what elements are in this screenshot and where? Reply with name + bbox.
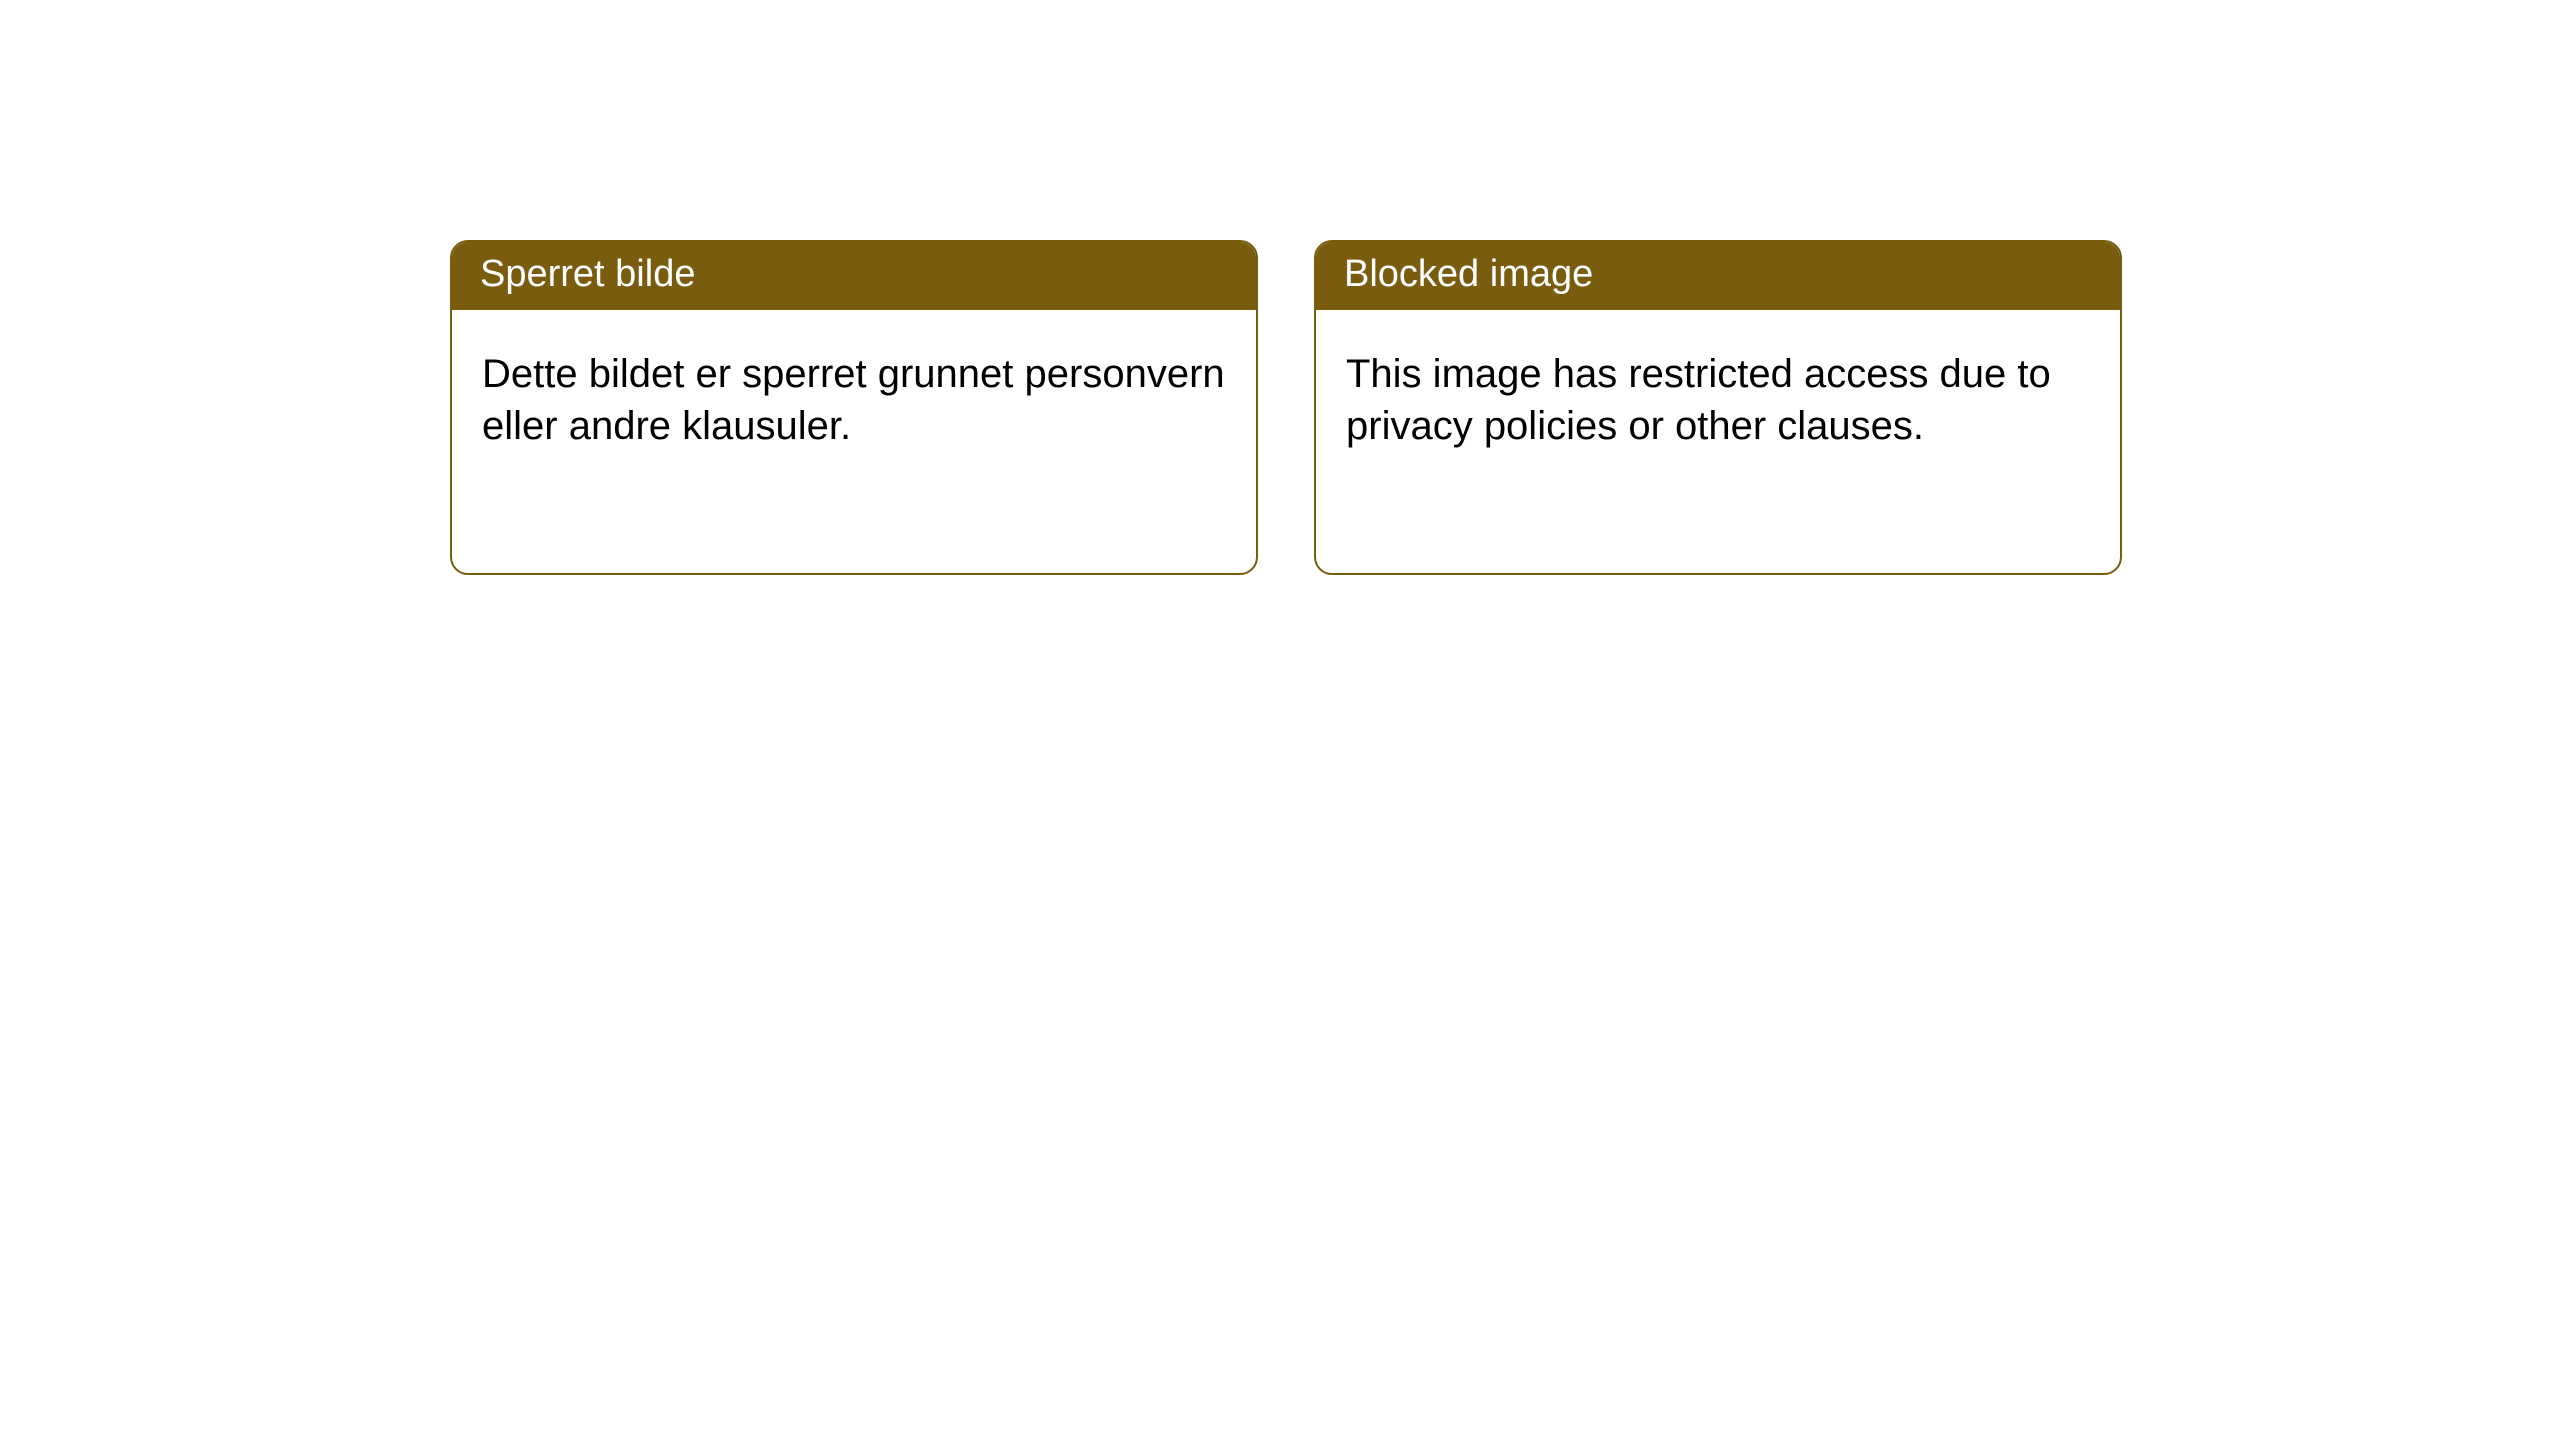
notice-card-norwegian: Sperret bilde Dette bildet er sperret gr… xyxy=(450,240,1258,575)
notice-body: Dette bildet er sperret grunnet personve… xyxy=(452,310,1256,492)
notice-body: This image has restricted access due to … xyxy=(1316,310,2120,492)
notice-header: Sperret bilde xyxy=(452,242,1256,310)
notice-header: Blocked image xyxy=(1316,242,2120,310)
notice-card-english: Blocked image This image has restricted … xyxy=(1314,240,2122,575)
notice-container: Sperret bilde Dette bildet er sperret gr… xyxy=(0,0,2560,575)
